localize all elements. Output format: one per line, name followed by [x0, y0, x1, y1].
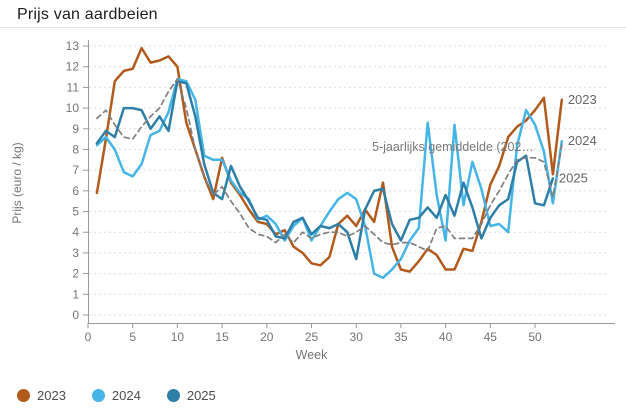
legend: 2023 2024 2025 [17, 388, 216, 403]
series-line-2024 [95, 77, 564, 280]
y-axis-title: Prijs (euro / kg) [10, 142, 24, 224]
x-tick-label-0: 0 [85, 330, 92, 344]
y-tick-label-10: 10 [66, 101, 80, 115]
y-tick-label-4: 4 [72, 225, 79, 239]
y-tick-label-13: 13 [66, 39, 80, 53]
x-tick-label-25: 25 [305, 330, 319, 344]
x-tick-label-50: 50 [528, 330, 542, 344]
legend-label-2024: 2024 [111, 388, 141, 403]
line-end-label-2024: 2024 [568, 133, 597, 148]
title-divider [0, 27, 626, 28]
legend-item-2023[interactable]: 2023 [17, 388, 66, 403]
x-tick-label-40: 40 [439, 330, 453, 344]
legend-label-2025: 2025 [186, 388, 216, 403]
y-tick-label-8: 8 [72, 142, 79, 156]
legend-swatch-2025 [166, 389, 180, 402]
y-tick-label-5: 5 [72, 205, 79, 219]
x-axis-title: Week [296, 348, 328, 362]
series-line-2023 [95, 46, 564, 273]
y-tick-label-1: 1 [72, 287, 79, 301]
legend-swatch-2024 [91, 389, 105, 402]
series-line-average [96, 78, 563, 252]
legend-item-2025[interactable]: 2025 [166, 388, 216, 403]
legend-label-2023: 2023 [37, 388, 66, 403]
y-tick-label-6: 6 [72, 184, 79, 198]
y-tick-label-2: 2 [72, 267, 79, 281]
y-tick-label-3: 3 [72, 246, 79, 260]
y-tick-label-7: 7 [72, 163, 79, 177]
line-end-label-2023: 2023 [568, 92, 597, 107]
legend-swatch-2023 [17, 389, 30, 402]
chart-title: Prijs van aardbeien [17, 6, 158, 23]
y-tick-label-12: 12 [66, 60, 80, 74]
y-tick-label-11: 11 [67, 80, 80, 94]
series-line-2025 [95, 79, 555, 261]
x-tick-label-10: 10 [171, 330, 185, 344]
line-end-label-2025: 2025 [559, 170, 588, 185]
x-tick-label-5: 5 [129, 330, 136, 344]
x-tick-label-35: 35 [394, 330, 408, 344]
x-tick-label-45: 45 [484, 330, 498, 344]
x-tick-label-15: 15 [215, 330, 229, 344]
x-tick-label-20: 20 [260, 330, 274, 344]
y-tick-label-0: 0 [72, 308, 79, 322]
average-line-annotation: 5-jaarlijks gemiddelde (202… [372, 140, 534, 154]
legend-item-2024[interactable]: 2024 [91, 388, 141, 403]
y-tick-label-9: 9 [72, 122, 79, 136]
x-tick-label-30: 30 [350, 330, 364, 344]
